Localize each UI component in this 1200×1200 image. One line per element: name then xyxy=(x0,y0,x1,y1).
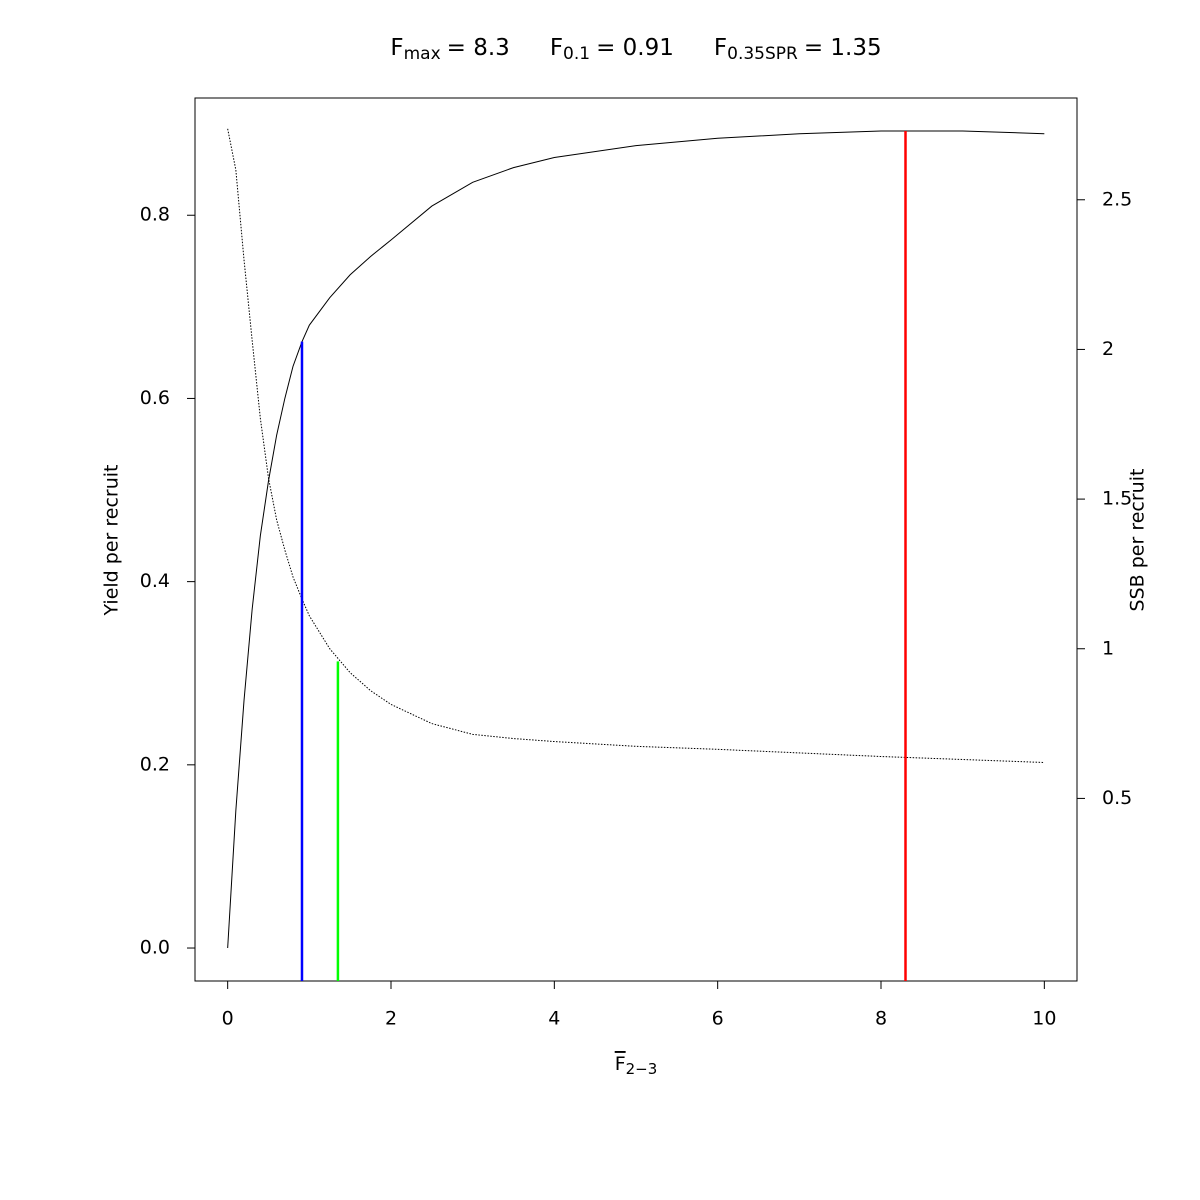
x-tick-label: 8 xyxy=(875,1008,887,1030)
x-tick-label: 2 xyxy=(385,1008,397,1030)
y-tick-label: 0.2 xyxy=(140,753,170,775)
y2-tick-label: 2 xyxy=(1102,338,1114,360)
x-tick-label: 6 xyxy=(712,1008,724,1030)
title-symbol: F xyxy=(714,35,727,61)
x-axis-label: F2−3 xyxy=(615,1053,658,1078)
title-symbol: F xyxy=(550,35,563,61)
x-tick-label: 10 xyxy=(1032,1008,1056,1030)
y-tick-label: 0.6 xyxy=(140,387,170,409)
y-tick-label: 0.4 xyxy=(140,570,170,592)
y-tick-label: 0.8 xyxy=(140,204,170,226)
y-axis-label: Yield per recruit xyxy=(101,465,123,617)
x-label-symbol: F xyxy=(615,1053,626,1075)
y-tick-label: 0.0 xyxy=(140,937,170,959)
y2-tick-label: 1 xyxy=(1102,637,1114,659)
x-tick-label: 4 xyxy=(548,1008,560,1030)
title-subscript: max xyxy=(404,44,441,64)
title-symbol: F xyxy=(390,35,403,61)
y2-tick-label: 2.5 xyxy=(1102,188,1132,210)
curve xyxy=(227,128,1045,763)
y2-axis-label: SSB per recruit xyxy=(1127,469,1149,612)
chart-title: Fmax = 8.3 F0.1 = 0.91 F0.35SPR = 1.35 xyxy=(390,35,881,65)
title-value: = 8.3 xyxy=(447,35,510,61)
title-subscript: 0.35SPR xyxy=(727,44,798,64)
y2-tick-label: 1.5 xyxy=(1102,488,1132,510)
curve xyxy=(227,130,1045,949)
title-value: = 0.91 xyxy=(596,35,674,61)
y2-tick-label: 0.5 xyxy=(1102,787,1132,809)
title-subscript: 0.1 xyxy=(563,44,590,64)
x-label-subscript: 2−3 xyxy=(626,1060,658,1078)
plot-frame xyxy=(194,97,1078,982)
title-value: = 1.35 xyxy=(804,35,882,61)
x-tick-label: 0 xyxy=(222,1008,234,1030)
